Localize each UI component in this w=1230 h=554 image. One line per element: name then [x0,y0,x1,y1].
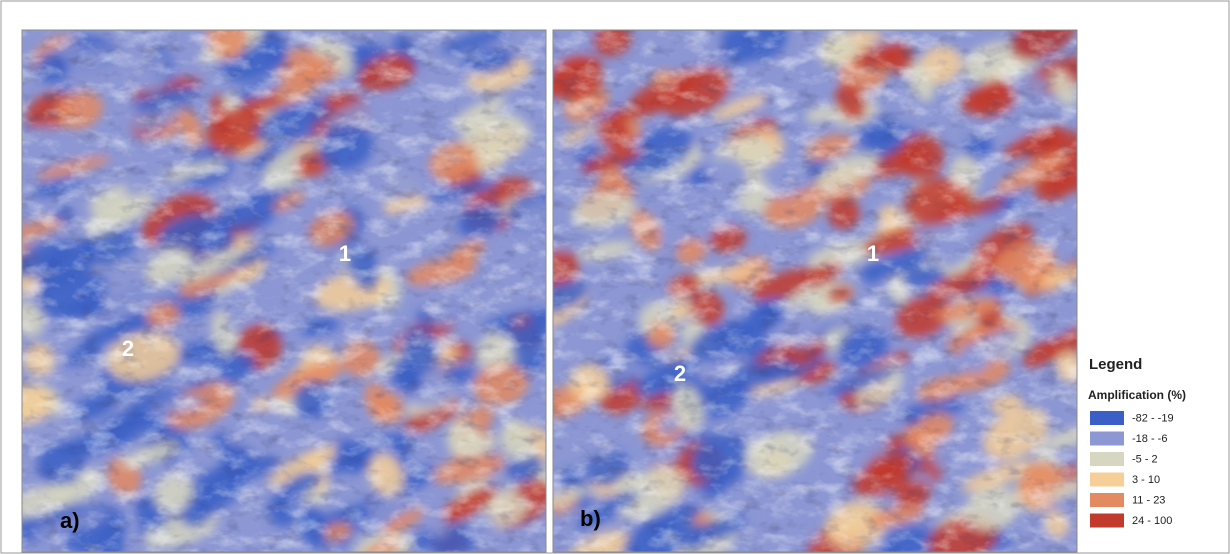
legend-item-label: 3 - 10 [1132,474,1160,486]
map-panel [0,6,573,554]
site-marker: 2 [674,361,686,386]
figure: Legend Amplification (%) -82 - -19 -18 - … [0,0,1230,554]
hillshade-dark [553,30,1077,552]
site-marker: 1 [867,241,879,266]
hillshade-dark [22,30,546,552]
legend-swatch [1090,432,1124,446]
legend-swatch [1090,411,1124,425]
legend-title: Legend [1089,356,1142,373]
legend-subtitle: Amplification (%) [1088,388,1186,402]
legend-item-label: -18 - -6 [1132,433,1167,445]
panel-label: b) [580,506,601,531]
legend-item-label: -5 - 2 [1132,453,1158,465]
legend-item-label: 24 - 100 [1132,515,1172,527]
legend-item-label: 11 - 23 [1132,494,1165,506]
site-marker: 1 [339,241,351,266]
legend-swatch [1090,493,1124,507]
legend-swatch [1090,452,1124,466]
panel-label: a) [60,508,80,533]
legend-item-label: -82 - -19 [1132,412,1174,424]
legend-swatch [1090,473,1124,487]
site-marker: 2 [122,336,134,361]
legend-swatch [1090,514,1124,528]
map-panel [513,0,1116,554]
